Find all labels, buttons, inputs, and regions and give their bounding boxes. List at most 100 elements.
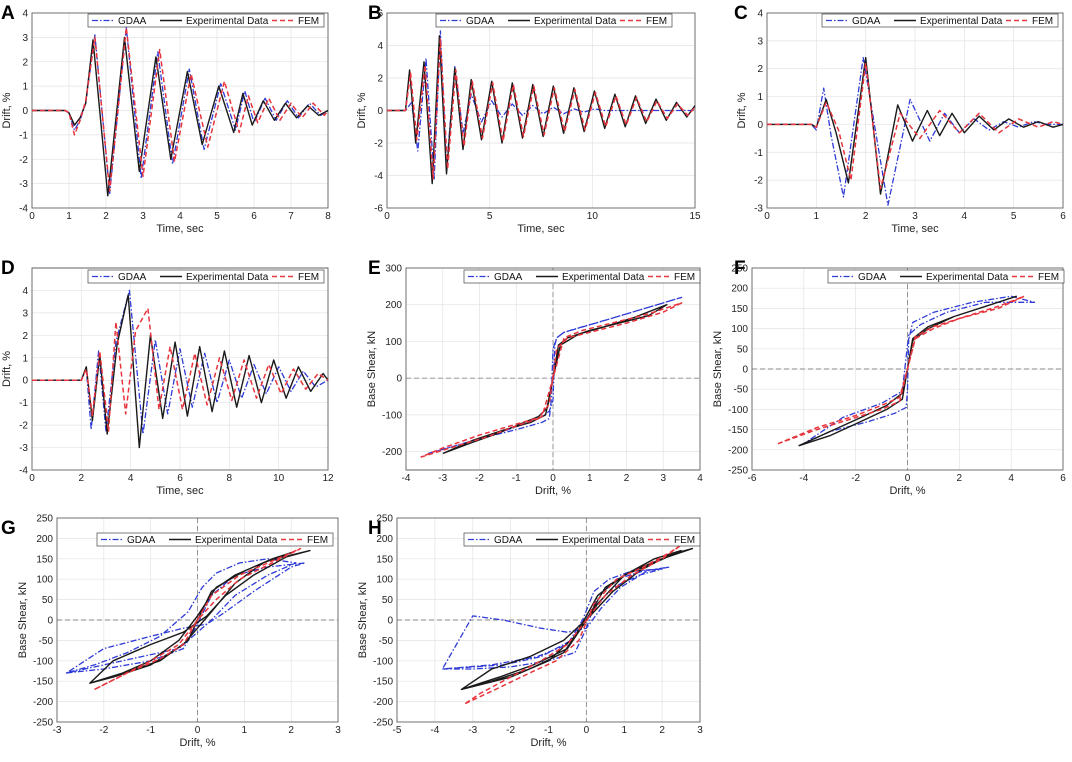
legend-label: FEM [1038, 272, 1059, 283]
x-tick-label: 4 [177, 211, 183, 222]
x-axis-label: Time, sec [891, 223, 939, 235]
y-tick-label: 100 [731, 324, 748, 335]
x-tick-label: -3 [53, 725, 62, 736]
x-tick-label: -2 [506, 725, 515, 736]
x-tick-label: 1 [242, 725, 248, 736]
x-tick-label: -5 [393, 725, 402, 736]
x-tick-label: 4 [1008, 473, 1014, 484]
x-tick-label: 2 [863, 211, 869, 222]
series-experimental-data [32, 36, 329, 197]
plot-frame [56, 517, 339, 723]
series-fem [32, 26, 329, 192]
y-tick-label: 250 [36, 514, 53, 525]
y-tick-label: 4 [757, 9, 763, 20]
x-tick-label: 7 [288, 211, 294, 222]
legend-box [821, 13, 1059, 28]
x-tick-label: 6 [251, 211, 257, 222]
y-axis-label: Drift, % [1, 92, 13, 128]
x-tick-label: 0 [764, 211, 770, 222]
legend-label: GDAA [494, 272, 523, 283]
panel-letter: F [734, 258, 746, 279]
panel-h: H -5 -4 -3 -2 -1 0 1 2 3 -250 -200 -150 -100 -50 0 50 100… [357, 514, 703, 750]
panel-letter: E [368, 258, 381, 279]
series-fem [94, 547, 302, 691]
y-tick-label: -100 [373, 656, 393, 667]
legend-box [87, 269, 325, 284]
legend-label: FEM [298, 272, 319, 283]
legend-label: FEM [646, 16, 667, 27]
x-tick-label: 2 [79, 473, 85, 484]
y-tick-label: -150 [33, 677, 53, 688]
x-tick-label: 6 [1060, 211, 1066, 222]
x-tick-label: 3 [912, 211, 918, 222]
x-axis-label: Drift, % [889, 485, 925, 497]
x-tick-label: 8 [227, 473, 233, 484]
x-tick-label: 0 [905, 473, 911, 484]
y-axis-label: Base Shear, kN [712, 331, 724, 407]
x-tick-label: -2 [851, 473, 860, 484]
panel-letter: D [1, 258, 15, 279]
x-tick-label: 1 [587, 473, 593, 484]
legend-label: Experimental Data [195, 535, 278, 546]
y-tick-label: -200 [33, 697, 53, 708]
legend-label: Experimental Data [562, 535, 645, 546]
y-tick-label: 0 [47, 616, 53, 627]
x-tick-label: -1 [544, 725, 553, 736]
legend: GDAA Experimental Data FEM [435, 13, 673, 28]
x-tick-label: 0 [550, 473, 556, 484]
y-tick-label: -1 [19, 130, 28, 141]
y-tick-label: -250 [373, 718, 393, 729]
x-tick-label: 4 [962, 211, 968, 222]
legend-box [96, 532, 334, 547]
x-tick-label: -4 [430, 725, 439, 736]
series-fem [387, 38, 696, 180]
legend-box [827, 269, 1065, 284]
legend-label: FEM [1032, 16, 1053, 27]
y-tick-label: 200 [385, 300, 402, 311]
series-fem [767, 62, 1064, 190]
y-tick-label: -2 [19, 155, 28, 166]
x-axis-label: Time, sec [156, 223, 204, 235]
y-tick-label: 3 [22, 308, 28, 319]
y-tick-label: 200 [376, 534, 393, 545]
x-tick-label: 2 [624, 473, 630, 484]
panel-letter: G [1, 518, 16, 539]
y-tick-label: -100 [33, 656, 53, 667]
x-tick-label: -4 [402, 473, 411, 484]
legend-label: Experimental Data [926, 272, 1009, 283]
legend-label: GDAA [466, 16, 495, 27]
x-tick-label: -2 [475, 473, 484, 484]
x-tick-label: 1 [621, 725, 627, 736]
x-tick-label: 5 [487, 211, 493, 222]
y-tick-label: 2 [377, 74, 383, 85]
y-tick-label: 2 [22, 57, 28, 68]
y-tick-label: -150 [728, 425, 748, 436]
y-tick-label: 3 [22, 33, 28, 44]
y-tick-label: -200 [382, 447, 402, 458]
legend-label: Experimental Data [186, 272, 269, 283]
y-tick-label: 100 [385, 337, 402, 348]
y-tick-label: 1 [22, 353, 28, 364]
legend-label: GDAA [494, 535, 523, 546]
y-tick-label: -4 [374, 171, 383, 182]
y-tick-label: -6 [374, 204, 383, 215]
legend-box [463, 269, 701, 284]
y-tick-label: 0 [377, 106, 383, 117]
legend-label: FEM [674, 535, 695, 546]
y-tick-label: 100 [36, 575, 53, 586]
y-tick-label: 300 [385, 264, 402, 275]
x-tick-label: 2 [659, 725, 665, 736]
x-tick-label: 10 [273, 473, 285, 484]
plot-frame [405, 267, 701, 471]
series-experimental-data [89, 549, 311, 684]
panel-e: E -4 -3 -2 -1 0 1 2 3 4 -200 -100 0 100 200 300 Drift, %… [366, 258, 703, 497]
x-tick-label: 12 [322, 473, 334, 484]
series-experimental-data [387, 35, 696, 185]
y-tick-label: -200 [373, 697, 393, 708]
y-tick-label: 2 [22, 331, 28, 342]
y-tick-label: -1 [19, 398, 28, 409]
y-axis-label: Base Shear, kN [357, 582, 369, 658]
x-axis-label: Drift, % [535, 485, 571, 497]
